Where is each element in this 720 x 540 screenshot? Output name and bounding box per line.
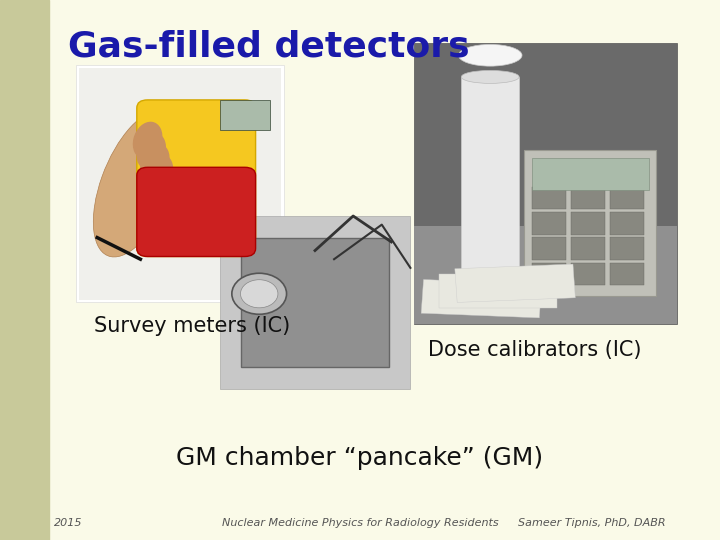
Bar [570,237,606,260]
Bar [531,262,566,285]
Text: Dose calibrators (IC): Dose calibrators (IC) [428,340,642,360]
Bar [610,237,644,260]
Bar [241,238,389,367]
Ellipse shape [132,122,163,159]
Bar [570,262,606,285]
Ellipse shape [136,132,166,170]
Bar [462,77,519,301]
Bar [610,187,644,210]
Text: Gas-filled detectors: Gas-filled detectors [68,30,470,64]
Circle shape [232,273,287,314]
Bar [531,237,566,260]
Bar [220,100,270,130]
Ellipse shape [140,143,170,181]
FancyBboxPatch shape [137,167,256,256]
Bar [421,280,541,318]
Bar [610,262,644,285]
Bar [220,216,410,389]
Bar [79,68,281,300]
Text: Survey meters (IC): Survey meters (IC) [94,316,290,336]
FancyBboxPatch shape [137,100,256,256]
Ellipse shape [459,44,522,66]
Bar [439,274,557,308]
Text: Nuclear Medicine Physics for Radiology Residents: Nuclear Medicine Physics for Radiology R… [222,518,498,528]
Bar [414,226,677,324]
Ellipse shape [462,70,519,83]
Bar [524,150,656,296]
Bar [610,212,644,234]
Bar [76,65,284,302]
Text: GM chamber “pancake” (GM): GM chamber “pancake” (GM) [176,446,544,469]
Circle shape [240,280,278,308]
Bar [531,212,566,234]
Text: Sameer Tipnis, PhD, DABR: Sameer Tipnis, PhD, DABR [518,518,666,528]
Bar [531,158,649,191]
Bar [414,43,677,324]
Ellipse shape [94,110,180,257]
Text: 2015: 2015 [54,518,83,528]
Bar [570,187,606,210]
Bar [0,0,49,540]
Bar [455,264,575,302]
Ellipse shape [143,154,174,192]
Bar [531,187,566,210]
Bar [570,212,606,234]
